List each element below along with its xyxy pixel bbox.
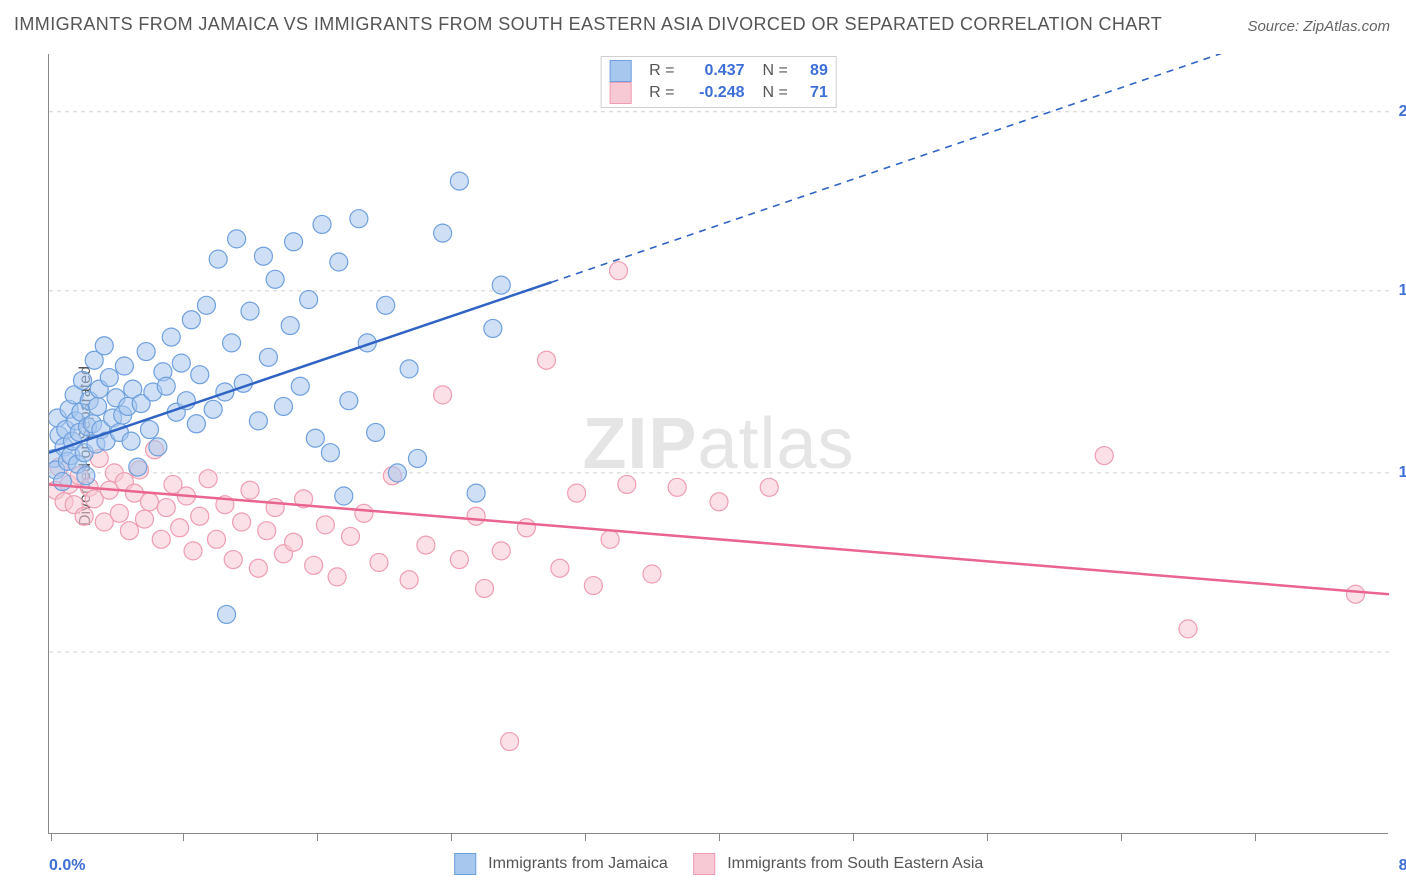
legend-swatch-pink: [693, 853, 715, 875]
x-tick: [451, 833, 452, 841]
y-tick-label: 25.0%: [1399, 103, 1406, 121]
legend-item: Immigrants from South Eastern Asia: [693, 853, 984, 875]
legend-item: Immigrants from Jamaica: [454, 853, 668, 875]
correlation-row: R = 0.437 N = 89: [609, 60, 828, 82]
n-label: N =: [763, 84, 788, 102]
legend-swatch-blue: [609, 60, 631, 82]
series-legend: Immigrants from Jamaica Immigrants from …: [454, 853, 984, 875]
legend-label: Immigrants from Jamaica: [488, 855, 668, 872]
x-tick: [317, 833, 318, 841]
x-tick: [987, 833, 988, 841]
n-value: 89: [798, 62, 828, 80]
chart-title: IMMIGRANTS FROM JAMAICA VS IMMIGRANTS FR…: [14, 14, 1162, 35]
correlation-legend: R = 0.437 N = 89 R = -0.248 N = 71: [600, 56, 837, 108]
y-tick-label: 12.5%: [1399, 464, 1406, 482]
x-tick: [1255, 833, 1256, 841]
x-tick: [51, 833, 52, 841]
r-value: -0.248: [685, 84, 745, 102]
x-tick: [853, 833, 854, 841]
legend-swatch-pink: [609, 82, 631, 104]
n-label: N =: [763, 62, 788, 80]
x-tick: [183, 833, 184, 841]
legend-swatch-blue: [454, 853, 476, 875]
x-tick: [719, 833, 720, 841]
scatter-svg: [49, 54, 1389, 834]
source-attribution: Source: ZipAtlas.com: [1247, 18, 1390, 35]
legend-label: Immigrants from South Eastern Asia: [727, 855, 983, 872]
x-axis-min-label: 0.0%: [49, 857, 85, 875]
n-value: 71: [798, 84, 828, 102]
x-tick: [1121, 833, 1122, 841]
y-tick-label: 18.8%: [1399, 282, 1406, 300]
r-label: R =: [649, 62, 674, 80]
r-label: R =: [649, 84, 674, 102]
plot-area: ZIPatlas R = 0.437 N = 89 R = -0.248 N =…: [48, 54, 1388, 834]
x-axis-max-label: 80.0%: [1399, 857, 1406, 875]
correlation-row: R = -0.248 N = 71: [609, 82, 828, 104]
x-tick: [585, 833, 586, 841]
r-value: 0.437: [685, 62, 745, 80]
